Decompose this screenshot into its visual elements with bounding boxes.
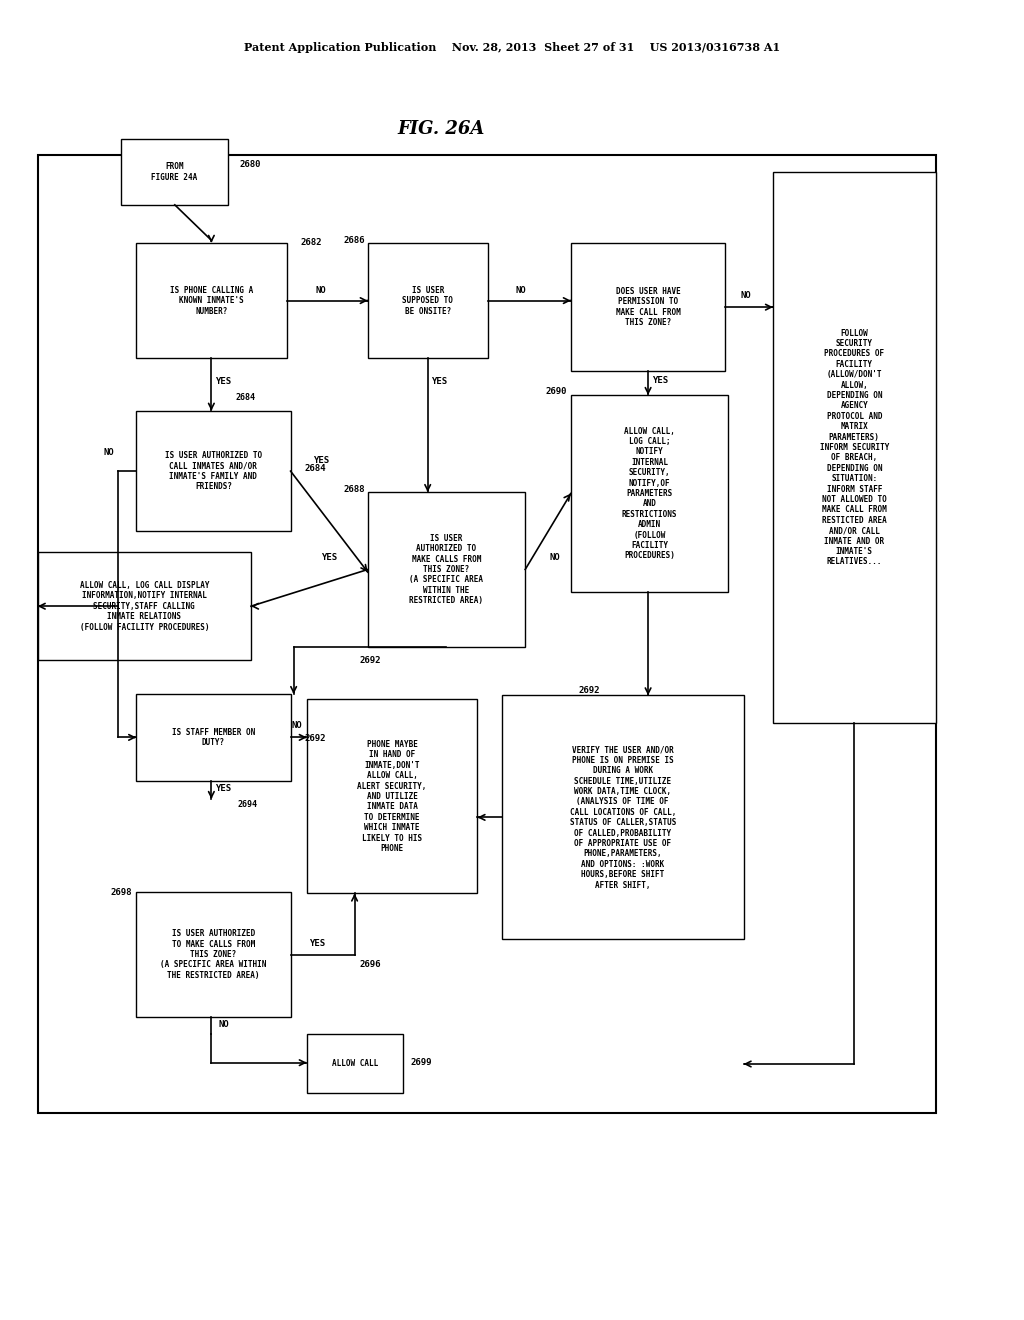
Text: IS PHONE CALLING A
KNOWN INMATE'S
NUMBER?: IS PHONE CALLING A KNOWN INMATE'S NUMBER… (170, 285, 253, 315)
Text: 2688: 2688 (343, 484, 365, 494)
Text: VERIFY THE USER AND/OR
PHONE IS ON PREMISE IS
DURING A WORK
SCHEDULE TIME,UTILIZ: VERIFY THE USER AND/OR PHONE IS ON PREMI… (569, 746, 676, 890)
Text: YES: YES (322, 553, 337, 562)
Text: 2692: 2692 (359, 656, 381, 664)
Text: 2684: 2684 (236, 393, 256, 403)
FancyBboxPatch shape (571, 243, 725, 371)
FancyBboxPatch shape (121, 140, 227, 205)
Text: IS USER AUTHORIZED
TO MAKE CALLS FROM
THIS ZONE?
(A SPECIFIC AREA WITHIN
THE RES: IS USER AUTHORIZED TO MAKE CALLS FROM TH… (160, 929, 266, 979)
FancyBboxPatch shape (368, 492, 525, 647)
Text: YES: YES (215, 784, 231, 793)
Text: YES: YES (652, 376, 669, 385)
Text: FIG. 26A: FIG. 26A (397, 120, 484, 137)
Text: YES: YES (313, 457, 329, 465)
FancyBboxPatch shape (38, 553, 251, 660)
Text: ALLOW CALL,
LOG CALL;
NOTIFY
INTERNAL
SECURITY,
NOTIFY,OF
PARAMETERS
AND
RESTRIC: ALLOW CALL, LOG CALL; NOTIFY INTERNAL SE… (622, 426, 677, 560)
Text: NO: NO (291, 721, 302, 730)
Text: 2699: 2699 (411, 1059, 432, 1067)
FancyBboxPatch shape (773, 172, 936, 723)
Text: 2684: 2684 (305, 465, 327, 473)
Text: YES: YES (309, 939, 325, 948)
Text: FOLLOW
SECURITY
PROCEDURES OF
FACILITY
(ALLOW/DON'T
ALLOW,
DEPENDING ON
AGENCY
P: FOLLOW SECURITY PROCEDURES OF FACILITY (… (819, 329, 889, 566)
Text: FROM
FIGURE 24A: FROM FIGURE 24A (152, 162, 198, 182)
Text: ALLOW CALL, LOG CALL DISPLAY
INFORMATION,NOTIFY INTERNAL
SECURITY,STAFF CALLING
: ALLOW CALL, LOG CALL DISPLAY INFORMATION… (80, 581, 209, 631)
Text: Patent Application Publication    Nov. 28, 2013  Sheet 27 of 31    US 2013/03167: Patent Application Publication Nov. 28, … (244, 42, 780, 53)
Text: 2690: 2690 (546, 387, 567, 396)
Text: 2692: 2692 (578, 685, 599, 694)
FancyBboxPatch shape (502, 696, 743, 940)
Text: DOES USER HAVE
PERMISSION TO
MAKE CALL FROM
THIS ZONE?: DOES USER HAVE PERMISSION TO MAKE CALL F… (615, 286, 681, 327)
Text: ALLOW CALL: ALLOW CALL (332, 1059, 378, 1068)
Text: NO: NO (315, 285, 327, 294)
FancyBboxPatch shape (307, 700, 477, 894)
Text: 2694: 2694 (238, 800, 258, 809)
Text: NO: NO (103, 449, 114, 457)
Text: IS USER
AUTHORIZED TO
MAKE CALLS FROM
THIS ZONE?
(A SPECIFIC AREA
WITHIN THE
RES: IS USER AUTHORIZED TO MAKE CALLS FROM TH… (410, 533, 483, 605)
Text: IS USER
SUPPOSED TO
BE ONSITE?: IS USER SUPPOSED TO BE ONSITE? (402, 285, 454, 315)
Text: 2686: 2686 (343, 236, 365, 244)
FancyBboxPatch shape (307, 1034, 403, 1093)
FancyBboxPatch shape (368, 243, 487, 358)
Text: PHONE MAYBE
IN HAND OF
INMATE,DON'T
ALLOW CALL,
ALERT SECURITY,
AND UTILIZE
INMA: PHONE MAYBE IN HAND OF INMATE,DON'T ALLO… (357, 741, 427, 853)
Text: 2680: 2680 (240, 160, 261, 169)
Text: IS USER AUTHORIZED TO
CALL INMATES AND/OR
INMATE'S FAMILY AND
FRIENDS?: IS USER AUTHORIZED TO CALL INMATES AND/O… (165, 451, 262, 491)
Text: NO: NO (740, 290, 751, 300)
Text: 2692: 2692 (305, 734, 327, 743)
Text: 2698: 2698 (111, 887, 132, 896)
FancyBboxPatch shape (136, 411, 291, 532)
Text: 2682: 2682 (301, 239, 323, 247)
FancyBboxPatch shape (571, 395, 728, 591)
FancyBboxPatch shape (136, 243, 287, 358)
Text: IS STAFF MEMBER ON
DUTY?: IS STAFF MEMBER ON DUTY? (172, 727, 255, 747)
Text: YES: YES (431, 378, 446, 387)
Text: YES: YES (215, 378, 231, 387)
FancyBboxPatch shape (136, 892, 291, 1016)
Text: 2696: 2696 (359, 960, 381, 969)
Text: NO: NO (549, 553, 560, 562)
FancyBboxPatch shape (136, 694, 291, 780)
Text: NO: NO (218, 1020, 229, 1030)
Text: NO: NO (516, 285, 526, 294)
